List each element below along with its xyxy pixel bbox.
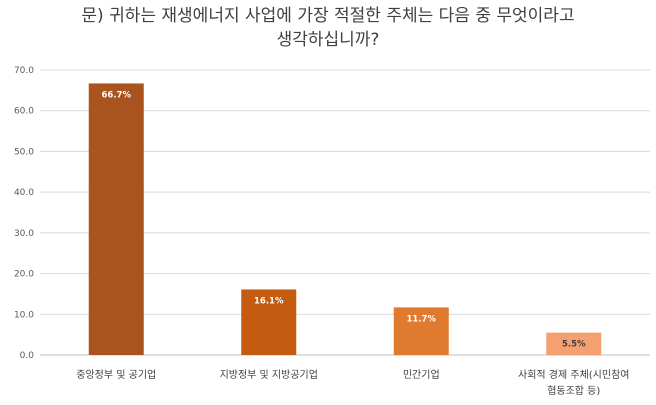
data-label: 66.7% bbox=[102, 90, 132, 100]
y-tick-label: 20.0 bbox=[14, 270, 34, 280]
y-tick-label: 40.0 bbox=[14, 188, 34, 198]
chart-title-line-2: 생각하십니까? bbox=[276, 30, 380, 50]
y-tick-label: 50.0 bbox=[14, 147, 34, 157]
x-tick-label: 사회적 경제 주체(시민참여 bbox=[518, 368, 629, 381]
y-tick-label: 30.0 bbox=[14, 229, 34, 239]
x-tick-label: 민간기업 bbox=[403, 368, 440, 381]
y-tick-label: 60.0 bbox=[14, 107, 34, 117]
y-tick-label: 70.0 bbox=[14, 66, 34, 76]
data-label: 16.1% bbox=[254, 296, 284, 306]
data-label: 5.5% bbox=[562, 340, 586, 350]
chart-title-line-1: 문) 귀하는 재생에너지 사업에 가장 적절한 주체는 다음 중 무엇이라고 bbox=[81, 6, 575, 26]
y-tick-label: 0.0 bbox=[20, 351, 35, 361]
bar bbox=[241, 289, 297, 355]
data-label: 11.7% bbox=[407, 314, 437, 324]
y-tick-label: 10.0 bbox=[14, 310, 34, 320]
chart-title: 문) 귀하는 재생에너지 사업에 가장 적절한 주체는 다음 중 무엇이라고 생… bbox=[0, 4, 656, 52]
x-tick-label: 협동조합 등) bbox=[547, 384, 600, 397]
bar bbox=[88, 83, 144, 355]
x-tick-label: 지방정부 및 지방공기업 bbox=[220, 368, 318, 381]
x-tick-label: 중앙정부 및 공기업 bbox=[76, 368, 156, 381]
bar bbox=[546, 332, 602, 355]
bar bbox=[393, 307, 449, 355]
